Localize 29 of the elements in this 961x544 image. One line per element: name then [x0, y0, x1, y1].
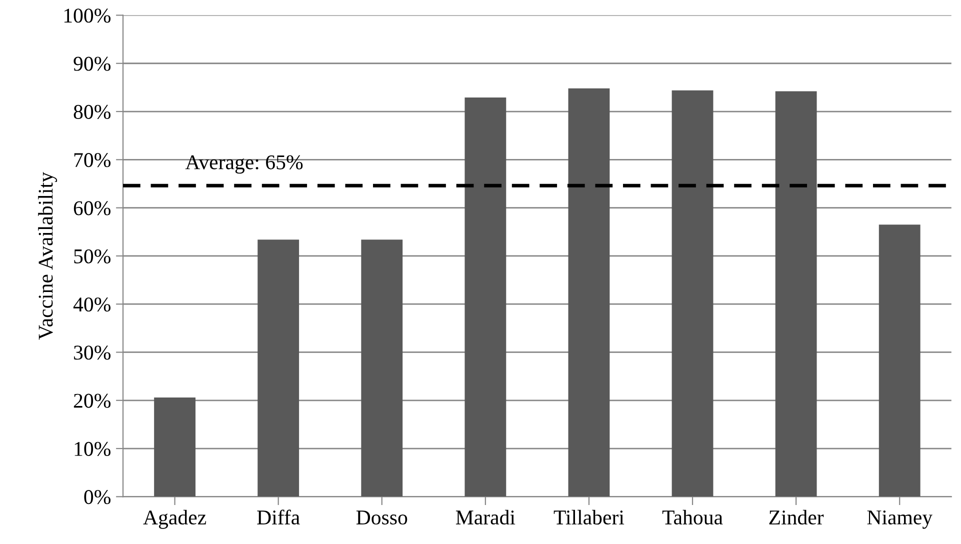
bar — [361, 240, 403, 497]
x-tick-label: Diffa — [257, 510, 300, 525]
y-tick-label: 50% — [74, 249, 110, 264]
y-tick-label: 60% — [74, 201, 110, 216]
bar — [878, 224, 920, 497]
x-tick-label: Tahoua — [662, 510, 723, 525]
bar — [154, 397, 196, 497]
y-tick-label: 80% — [74, 104, 110, 120]
y-tick-label: 10% — [74, 442, 110, 456]
bar — [464, 98, 506, 497]
y-tick-label: 20% — [74, 394, 110, 408]
y-tick-label: 90% — [74, 56, 110, 71]
x-tick-label: Niamey — [867, 510, 933, 529]
y-tick-label: 30% — [74, 346, 110, 360]
x-tick-label: Dosso — [356, 510, 408, 525]
x-tick-label: Agadez — [143, 510, 206, 529]
y-tick-label: 70% — [74, 153, 110, 168]
y-tick-label: 100% — [64, 8, 110, 23]
y-axis-title: Vaccine Availability — [38, 172, 58, 340]
bar — [775, 91, 817, 497]
x-tick-label: Tillaberi — [554, 510, 624, 525]
x-tick-label: Zinder — [769, 510, 824, 525]
bar — [568, 88, 610, 497]
bar — [258, 240, 300, 497]
y-tick-label: 0% — [84, 490, 110, 504]
bar — [672, 90, 714, 497]
ref-line-label: Average: 65% — [185, 155, 303, 174]
x-tick-label: Maradi — [456, 510, 516, 525]
y-tick-label: 40% — [73, 297, 110, 312]
